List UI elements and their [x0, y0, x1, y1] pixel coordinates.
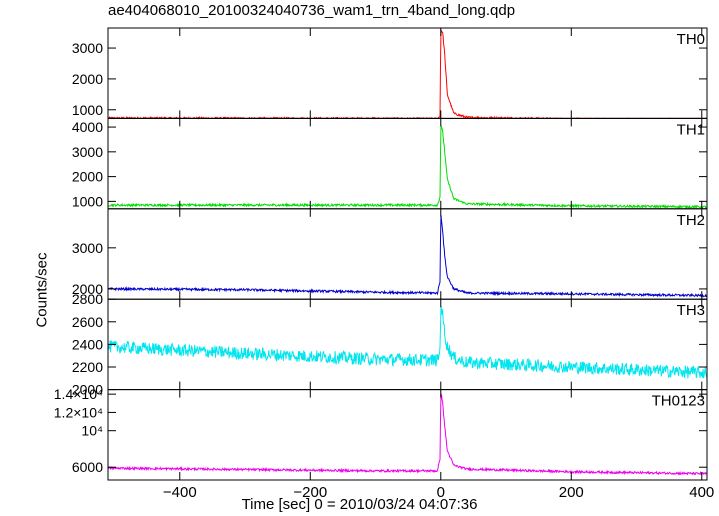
y-tick-label: 2400: [72, 336, 103, 352]
y-tick-label: 6000: [72, 459, 103, 475]
chart-title: ae404068010_20100324040736_wam1_trn_4ban…: [108, 2, 516, 19]
y-tick-label: 3000: [72, 40, 103, 56]
panel-label: TH1: [677, 121, 705, 138]
y-tick-label: 2000: [72, 382, 103, 398]
y-tick-label: 3000: [72, 240, 103, 256]
panel-frame-th1: [107, 117, 708, 210]
panel-label: TH3: [677, 302, 705, 319]
series-line-th0123: [107, 393, 708, 476]
x-tick-label: 400: [689, 484, 714, 501]
series-line-th0: [107, 28, 707, 120]
panel-frame-th2: [107, 208, 708, 300]
panel-label: TH0: [677, 31, 705, 48]
y-tick-label: 2200: [72, 359, 103, 375]
x-tick-label: −400: [163, 484, 197, 501]
panel-frame-th0: [107, 27, 708, 119]
panel-label: TH0123: [652, 393, 705, 410]
x-axis-label: Time [sec] 0 = 2010/03/24 04:07:36: [241, 496, 478, 513]
y-tick-label: 4000: [72, 119, 103, 135]
y-axis-label: Counts/sec: [33, 252, 51, 328]
y-tick-label: 2000: [72, 281, 103, 297]
y-tick-label: 3000: [72, 144, 103, 160]
x-tick-label: 200: [559, 484, 584, 501]
y-tick-label: 1.2×10⁴: [54, 404, 103, 420]
y-tick-label: 1000: [72, 193, 103, 209]
y-tick-label: 1000: [72, 102, 103, 118]
y-tick-label: 10⁴: [81, 423, 103, 439]
x-tick-label: −200: [293, 484, 327, 501]
series-line-th2: [107, 215, 708, 298]
y-tick-label: 2000: [72, 71, 103, 87]
y-tick-label: 1.4×10⁴: [54, 386, 103, 402]
x-tick-label: 0: [437, 484, 445, 501]
panel-label: TH2: [677, 212, 705, 229]
y-tick-label: 2600: [72, 314, 103, 330]
panel-frame-th0123: [107, 389, 708, 481]
y-tick-label: 2000: [72, 169, 103, 185]
y-tick-label: 2800: [72, 291, 103, 307]
panel-frame-th3: [107, 298, 708, 391]
series-line-th3: [107, 306, 708, 379]
series-line-th1: [107, 124, 707, 210]
